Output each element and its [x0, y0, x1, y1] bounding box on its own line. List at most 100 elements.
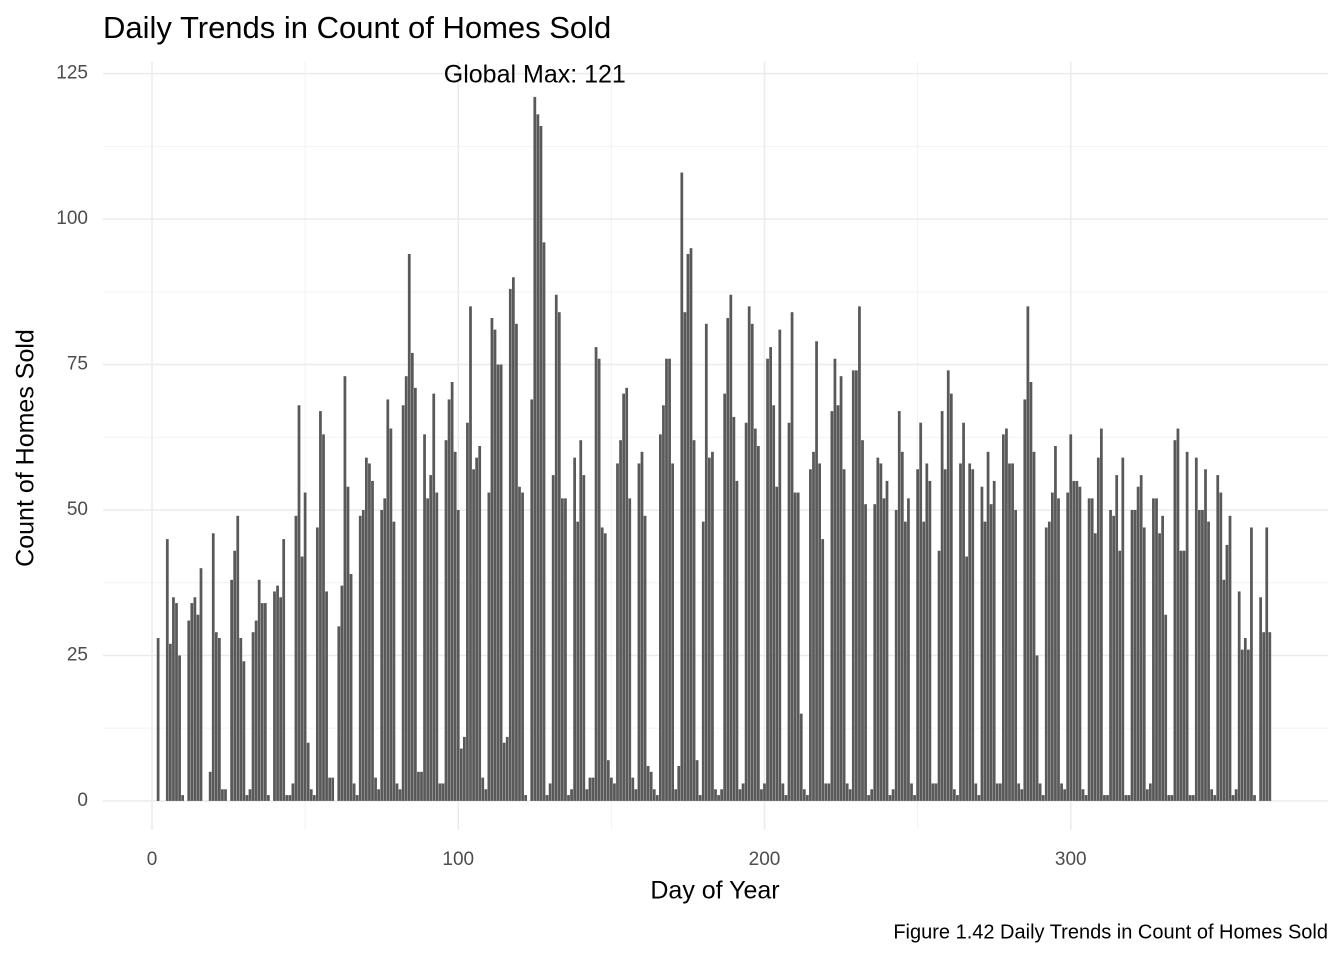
bar: [352, 783, 356, 801]
bar: [756, 446, 760, 801]
bar: [613, 783, 616, 801]
bar: [796, 492, 800, 801]
bar: [851, 370, 855, 801]
bar: [1084, 795, 1088, 801]
bar: [775, 486, 779, 801]
bar: [1222, 579, 1226, 801]
bar: [1072, 480, 1076, 801]
bar: [444, 440, 448, 801]
bar: [787, 422, 791, 801]
bar: [508, 288, 512, 801]
bar: [181, 795, 185, 801]
bar: [285, 795, 289, 801]
bar: [398, 789, 402, 801]
bar: [1011, 463, 1014, 801]
chart-title: Daily Trends in Count of Homes Sold: [103, 10, 611, 45]
bar: [576, 521, 580, 801]
bar: [799, 713, 803, 801]
bar: [983, 521, 987, 801]
bar: [1121, 457, 1125, 801]
bar: [1050, 492, 1054, 801]
bar: [809, 469, 812, 801]
bar: [591, 777, 595, 801]
bar: [683, 312, 687, 801]
bar: [435, 492, 439, 801]
bar: [217, 638, 221, 801]
bar: [582, 475, 586, 801]
bar: [1259, 597, 1263, 801]
bar: [478, 446, 482, 801]
bar: [533, 96, 537, 801]
bar: [487, 492, 491, 801]
bar: [168, 643, 172, 801]
bar: [1213, 795, 1217, 801]
bar: [726, 318, 730, 801]
bar: [732, 416, 736, 801]
bar: [747, 306, 751, 801]
bar: [266, 795, 270, 801]
bar: [842, 469, 846, 801]
bar: [322, 434, 325, 801]
bar: [870, 789, 874, 801]
bar: [922, 521, 926, 801]
bar: [1109, 510, 1112, 801]
bar: [913, 795, 916, 801]
bar: [818, 463, 822, 801]
bar: [603, 533, 607, 801]
bar: [172, 597, 175, 801]
bar: [383, 498, 387, 801]
bar: [609, 777, 613, 801]
bar: [294, 515, 298, 801]
bar: [919, 422, 923, 801]
bar: [499, 364, 503, 801]
bar: [469, 306, 472, 801]
bar: [472, 469, 475, 801]
bar: [1265, 527, 1269, 801]
bar: [646, 766, 650, 801]
bar: [1225, 544, 1229, 801]
bar: [276, 585, 279, 801]
bar: [805, 795, 809, 801]
bar: [916, 469, 920, 801]
bar: [208, 771, 212, 801]
bar: [698, 795, 702, 801]
bar: [873, 504, 877, 801]
y-axis-label: Count of Homes Sold: [12, 329, 40, 567]
bar: [557, 312, 561, 801]
bar: [812, 451, 815, 801]
bar: [956, 795, 959, 801]
bar: [1170, 795, 1174, 801]
bar: [1099, 428, 1103, 801]
bar: [401, 405, 405, 801]
bar: [714, 789, 717, 801]
y-tick-label: 100: [56, 208, 88, 229]
bar: [515, 323, 518, 801]
bar: [643, 515, 647, 801]
bar: [594, 347, 598, 801]
bar: [616, 463, 619, 801]
bar: [1148, 783, 1152, 801]
bar: [1243, 638, 1247, 801]
bar: [854, 370, 858, 801]
bar: [1240, 649, 1244, 801]
bar: [925, 463, 929, 801]
bar: [665, 358, 668, 801]
bar: [888, 795, 892, 801]
bar: [245, 795, 249, 801]
bar: [1228, 515, 1232, 801]
bar: [1096, 457, 1100, 801]
bar: [459, 748, 463, 801]
bar: [521, 492, 524, 801]
bar: [239, 638, 243, 801]
bar: [729, 294, 733, 801]
bar: [680, 172, 684, 801]
bar: [876, 457, 880, 801]
bar: [355, 795, 359, 801]
bar: [720, 789, 724, 801]
bar: [1262, 632, 1266, 801]
bar: [1142, 527, 1146, 801]
bar: [628, 498, 632, 801]
bar: [1103, 795, 1106, 801]
bar: [864, 504, 867, 801]
bar: [447, 399, 451, 801]
